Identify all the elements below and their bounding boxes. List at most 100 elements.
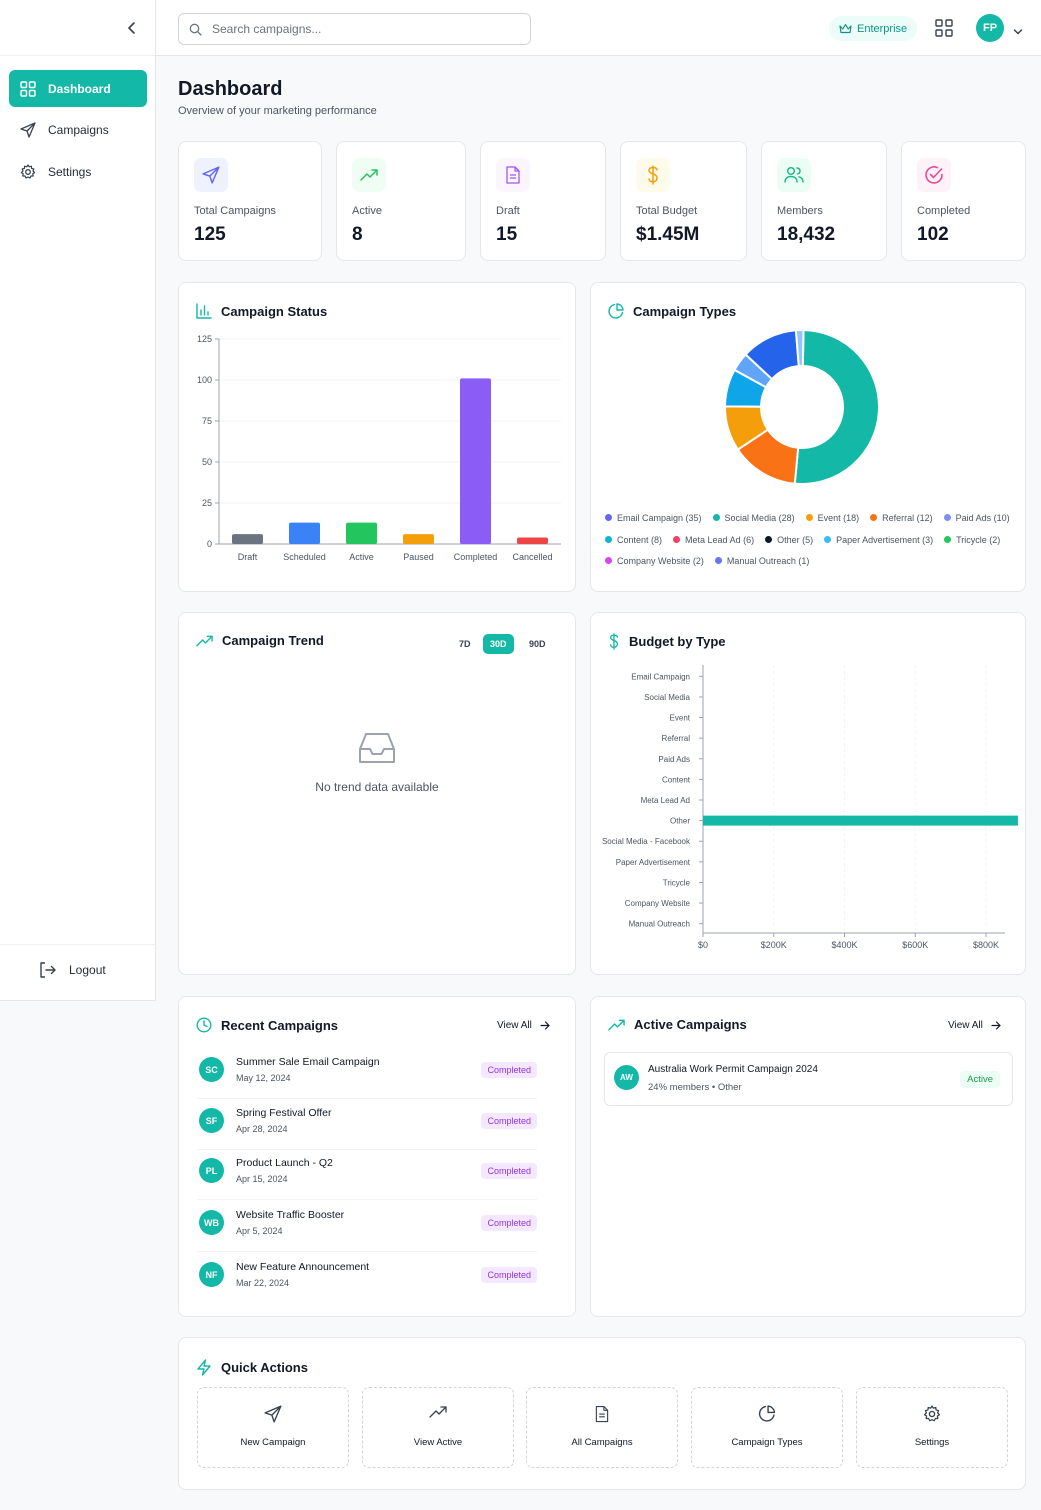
pie-chart-icon: [608, 303, 624, 319]
legend-swatch: [870, 514, 878, 521]
sidebar-item-settings[interactable]: Settings: [9, 153, 147, 190]
card-title: Budget by Type: [608, 633, 726, 650]
stat-label: Draft: [496, 205, 520, 217]
legend-item[interactable]: Content (8): [605, 530, 662, 552]
campaign-meta: 24% members • Other: [648, 1082, 742, 1093]
quick-action-all-campaigns[interactable]: All Campaigns: [526, 1387, 678, 1468]
stat-label: Active: [352, 205, 382, 217]
search-box[interactable]: [178, 13, 531, 45]
user-avatar[interactable]: FP: [976, 14, 1004, 42]
range-90d-button[interactable]: 90D: [529, 639, 546, 649]
legend-item[interactable]: Referral (12): [870, 508, 933, 530]
collapse-sidebar-button[interactable]: [122, 18, 142, 38]
stat-card-total-budget[interactable]: Total Budget $1.45M: [620, 141, 747, 261]
plan-badge[interactable]: Enterprise: [829, 16, 918, 41]
topbar: Enterprise FP: [156, 0, 1041, 56]
legend-label: Paid Ads (10): [955, 513, 1010, 523]
stat-card-draft[interactable]: Draft 15: [480, 141, 606, 261]
view-all-label: View All: [497, 1020, 532, 1031]
list-item[interactable]: NF New Feature Announcement Mar 22, 2024…: [197, 1253, 557, 1304]
search-icon: [189, 23, 202, 36]
y-tick-label: Referral: [662, 734, 691, 743]
range-7d-button[interactable]: 7D: [459, 639, 471, 649]
legend-item[interactable]: Company Website (2): [605, 551, 704, 573]
legend-label: Company Website (2): [617, 556, 704, 566]
card-title: Quick Actions: [196, 1359, 308, 1376]
dashboard-icon: [20, 80, 36, 97]
campaign-date: Apr 15, 2024: [236, 1174, 288, 1184]
trending-up-icon: [360, 169, 378, 181]
apps-button[interactable]: [935, 19, 953, 42]
stat-icon-box: [917, 158, 951, 192]
campaign-avatar: PL: [199, 1158, 224, 1183]
y-tick-label: Email Campaign: [631, 672, 690, 681]
pie-chart-icon: [758, 1405, 776, 1422]
logout-label: Logout: [69, 963, 106, 977]
quick-title: Quick Actions: [221, 1360, 308, 1375]
bar: [289, 522, 320, 544]
x-tick-label: Active: [349, 552, 374, 562]
quick-action-new-campaign[interactable]: New Campaign: [197, 1387, 349, 1468]
quick-action-settings[interactable]: Settings: [856, 1387, 1008, 1468]
list-item[interactable]: SC Summer Sale Email Campaign May 12, 20…: [197, 1048, 557, 1099]
bar: [703, 815, 1018, 826]
list-item[interactable]: PL Product Launch - Q2 Apr 15, 2024 Comp…: [197, 1149, 557, 1200]
trend-empty-state: No trend data available: [179, 731, 575, 794]
sidebar-item-dashboard[interactable]: Dashboard: [9, 70, 147, 107]
send-icon: [20, 121, 36, 138]
list-item[interactable]: SF Spring Festival Offer Apr 28, 2024 Co…: [197, 1099, 557, 1150]
status-bar-chart: 0 25 50 75 100 125 Draft Scheduled Active Paused C…: [197, 334, 561, 562]
list-item[interactable]: WB Website Traffic Booster Apr 5, 2024 C…: [197, 1201, 557, 1252]
y-tick-label: Paper Advertisement: [616, 858, 691, 867]
x-tick-label: $0: [698, 940, 708, 950]
sidebar-item-campaigns[interactable]: Campaigns: [9, 111, 147, 148]
campaign-name: Australia Work Permit Campaign 2024: [648, 1064, 818, 1075]
stat-icon-box: [194, 158, 228, 192]
legend-swatch: [944, 535, 952, 543]
range-30d-button[interactable]: 30D: [483, 634, 514, 654]
legend-item[interactable]: Other (5): [765, 530, 813, 552]
lightning-icon: [197, 1359, 211, 1376]
budget-title: Budget by Type: [629, 634, 726, 649]
y-tick-label: Event: [670, 714, 691, 723]
campaign-avatar: WB: [199, 1210, 224, 1235]
legend-swatch: [765, 535, 773, 543]
active-campaign-item[interactable]: AW Australia Work Permit Campaign 2024 2…: [604, 1052, 1013, 1106]
search-input[interactable]: [212, 22, 512, 36]
x-tick-label: $400K: [831, 940, 857, 950]
legend-item[interactable]: Paper Advertisement (3): [824, 530, 933, 552]
x-tick-label: Cancelled: [512, 552, 552, 562]
status-badge: Completed: [481, 1267, 537, 1283]
campaign-name: Spring Festival Offer: [236, 1107, 332, 1119]
legend-item[interactable]: Social Media (28): [712, 508, 795, 530]
stat-card-completed[interactable]: Completed 102: [901, 141, 1026, 261]
user-menu-toggle[interactable]: [1013, 23, 1023, 41]
bar: [517, 537, 548, 544]
campaign-date: Apr 5, 2024: [236, 1226, 283, 1236]
recent-campaigns-card: Recent Campaigns View All SC Summer Sale…: [178, 996, 576, 1317]
legend-item[interactable]: Event (18): [805, 508, 859, 530]
stat-card-active[interactable]: Active 8: [336, 141, 466, 261]
arrow-right-icon: [540, 1021, 550, 1030]
legend-item[interactable]: Meta Lead Ad (6): [673, 530, 754, 552]
donut-slice: [794, 329, 805, 368]
quick-action-campaign-types[interactable]: Campaign Types: [691, 1387, 843, 1468]
quick-action-view-active[interactable]: View Active: [362, 1387, 514, 1468]
trending-up-icon: [608, 1019, 625, 1030]
legend-swatch: [673, 535, 681, 543]
stat-icon-box: [636, 158, 670, 192]
legend-item[interactable]: Tricycle (2): [944, 530, 1000, 552]
stat-value: 102: [917, 224, 949, 245]
recent-view-all-link[interactable]: View All: [497, 1020, 550, 1031]
legend-item[interactable]: Manual Outreach (1): [714, 551, 809, 573]
stat-card-members[interactable]: Members 18,432: [761, 141, 887, 261]
logout-button[interactable]: Logout: [39, 962, 106, 978]
campaign-name: New Feature Announcement: [236, 1261, 370, 1273]
send-icon: [202, 166, 220, 184]
stat-card-total-campaigns[interactable]: Total Campaigns 125: [178, 141, 322, 261]
active-view-all-link[interactable]: View All: [948, 1020, 1001, 1031]
stat-value: $1.45M: [636, 224, 700, 245]
legend-item[interactable]: Email Campaign (35): [605, 508, 702, 530]
legend-swatch: [605, 514, 612, 521]
legend-item[interactable]: Paid Ads (10): [943, 508, 1010, 530]
